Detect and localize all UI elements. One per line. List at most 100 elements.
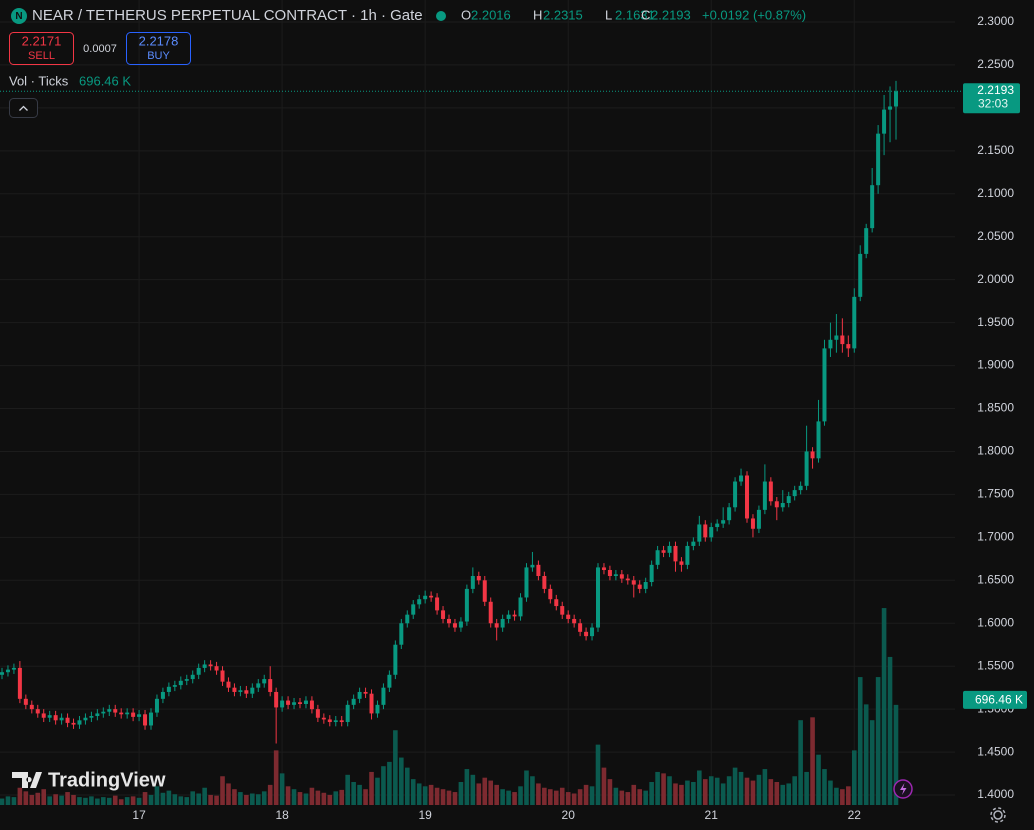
- candle-body: [369, 693, 374, 714]
- volume-bar: [106, 797, 112, 805]
- candle-body: [834, 335, 839, 340]
- buy-button[interactable]: [126, 32, 191, 65]
- candle-body: [655, 550, 660, 565]
- candle-body: [190, 674, 195, 680]
- collapse-button[interactable]: [9, 98, 38, 118]
- y-tick-label: 2.0500: [977, 229, 1014, 243]
- volume-bar: [220, 776, 225, 805]
- candle-body: [607, 569, 612, 577]
- candle-body: [679, 561, 684, 565]
- volume-bar: [673, 783, 678, 805]
- countdown: 32:03: [978, 96, 1008, 110]
- candle-body: [363, 691, 368, 694]
- candle-body: [399, 623, 404, 645]
- volume-bar: [142, 792, 148, 805]
- volume-bar: [834, 787, 839, 805]
- candle-body: [47, 715, 52, 718]
- grid: [0, 0, 955, 805]
- x-tick-label: 22: [848, 808, 862, 822]
- candle-body: [685, 545, 690, 565]
- sell-button[interactable]: [9, 32, 74, 65]
- volume-bar: [869, 720, 875, 805]
- volume-bar: [548, 789, 553, 805]
- y-tick-label: 1.4500: [977, 744, 1014, 758]
- volume-bar: [452, 792, 458, 805]
- volume-bar: [267, 784, 273, 805]
- volume-bar: [887, 656, 893, 805]
- candle-body: [470, 576, 475, 589]
- candle-body: [11, 667, 16, 670]
- volume-bar: [601, 767, 607, 805]
- candle-body: [321, 717, 326, 720]
- candle-body: [828, 339, 833, 349]
- ohlc-value: 2.2315: [543, 7, 583, 22]
- volume-bar: [637, 789, 643, 805]
- sell-price: 2.2171: [22, 33, 62, 48]
- settings-icon[interactable]: [993, 810, 1003, 820]
- volume-bar: [816, 754, 821, 805]
- candle-body: [870, 185, 875, 229]
- candle-body: [393, 644, 398, 675]
- volume-bar: [17, 787, 23, 805]
- candle-body: [17, 667, 22, 699]
- volume-bar: [625, 792, 631, 805]
- candle-body: [208, 664, 213, 667]
- candle-body: [125, 712, 130, 715]
- candle-body: [345, 704, 350, 723]
- chart-title[interactable]: NEAR / TETHERUS PERPETUAL CONTRACT · 1h …: [32, 7, 423, 24]
- settings-icon-teeth: [990, 807, 1006, 823]
- volume-bar: [393, 730, 398, 805]
- candle-body: [154, 698, 159, 713]
- volume-bar: [667, 776, 672, 805]
- volume-bar: [488, 780, 494, 805]
- volume-bar: [41, 789, 47, 805]
- candle-body: [226, 681, 231, 688]
- volume-bar: [244, 794, 249, 805]
- volume-bar: [565, 792, 571, 805]
- volume-bar: [208, 794, 213, 805]
- candle-body: [292, 702, 297, 705]
- volume-bar: [476, 783, 482, 805]
- y-tick-label: 2.3000: [977, 14, 1014, 28]
- candle-body: [435, 597, 440, 611]
- candle-body: [709, 527, 714, 538]
- candle-body: [303, 700, 308, 704]
- y-tick-label: 2.1500: [977, 143, 1014, 157]
- volume-bar: [238, 792, 243, 805]
- volume-bar: [333, 791, 339, 805]
- candle-body: [286, 700, 291, 705]
- candle-body: [500, 618, 505, 628]
- volume-bar: [279, 773, 285, 805]
- volume-bar: [226, 783, 231, 805]
- volume-bar: [357, 784, 362, 805]
- y-tick-label: 1.8500: [977, 401, 1014, 415]
- y-tick-label: 1.5500: [977, 658, 1014, 672]
- candle-body: [721, 520, 726, 524]
- volume-bar: [786, 783, 792, 805]
- buy-price: 2.2178: [139, 33, 179, 48]
- candle-body: [703, 524, 708, 538]
- candle-body: [172, 685, 177, 687]
- volume-bar: [35, 792, 41, 805]
- candle-body: [149, 712, 153, 726]
- candle-body: [625, 578, 630, 581]
- volume-bar: [631, 784, 637, 805]
- candle-body: [405, 614, 410, 624]
- candle-body: [566, 614, 571, 619]
- candle-body: [244, 690, 249, 694]
- volume-bar: [697, 770, 702, 805]
- candle-body: [733, 481, 738, 508]
- candle-body: [178, 680, 183, 686]
- volume-bar: [59, 795, 64, 805]
- candle-body: [95, 713, 100, 717]
- candle-body: [339, 720, 344, 723]
- volume-badge: [963, 690, 1027, 709]
- volume-bar: [720, 783, 726, 805]
- volume-bar: [190, 791, 196, 805]
- candle-body: [780, 502, 785, 508]
- volume-bar: [649, 782, 654, 805]
- volume-bar: [726, 776, 732, 805]
- volume-bar: [381, 766, 386, 805]
- candle-body: [601, 567, 606, 570]
